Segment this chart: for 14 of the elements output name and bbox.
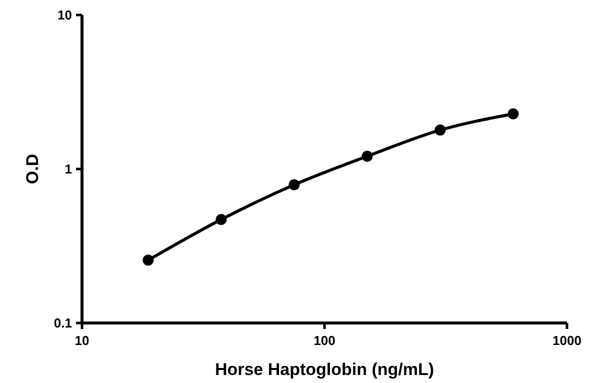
point — [288, 179, 300, 190]
point — [434, 124, 446, 136]
point — [216, 214, 227, 225]
point — [142, 254, 154, 266]
y-tick-label: 0.1 — [54, 316, 72, 330]
y-axis-title: O.D — [23, 154, 42, 184]
y-tick-label: 1 — [64, 162, 72, 176]
x-tick-label: 1000 — [552, 333, 582, 348]
point — [362, 150, 373, 162]
x-axis-title: Horse Haptoglobin (ng/mL) — [214, 360, 434, 379]
point — [508, 108, 519, 120]
y-tick-label: 10 — [58, 8, 72, 22]
x-tick-label: 100 — [314, 333, 336, 348]
x-tick-label: 10 — [74, 333, 90, 348]
